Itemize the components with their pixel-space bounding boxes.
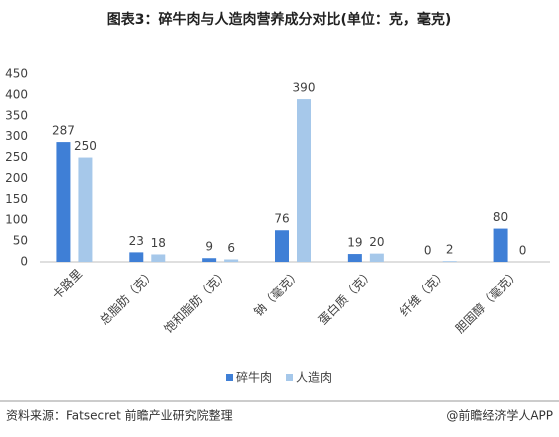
value-label: 2 <box>446 243 454 257</box>
y-tick-label: 350 <box>5 108 28 122</box>
y-tick-label: 0 <box>20 255 28 269</box>
value-label: 20 <box>369 235 384 249</box>
value-label: 18 <box>151 236 166 250</box>
value-label: 0 <box>424 244 432 258</box>
y-tick-label: 50 <box>13 234 28 248</box>
x-tick-label: 总脂肪（克） <box>96 266 158 328</box>
y-tick-label: 250 <box>5 150 28 164</box>
value-label: 390 <box>293 81 316 95</box>
bar <box>202 258 217 262</box>
value-label: 23 <box>129 234 144 248</box>
bar <box>129 252 144 262</box>
legend-swatch <box>226 374 233 381</box>
x-tick-label: 纤维（克） <box>397 267 449 319</box>
value-label: 0 <box>519 244 527 258</box>
bar <box>224 259 239 262</box>
source: 资料来源：Fatsecret 前瞻产业研究院整理 <box>6 408 233 423</box>
value-label: 287 <box>52 124 75 138</box>
credit: @前瞻经济学人APP <box>446 408 553 423</box>
bar <box>347 254 362 262</box>
y-tick-label: 200 <box>5 171 28 185</box>
x-tick-label: 饱和脂肪（克） <box>161 266 231 336</box>
value-label: 9 <box>205 240 213 254</box>
x-tick-label: 钠（毫克） <box>251 266 304 319</box>
bar <box>56 142 71 262</box>
y-tick-label: 450 <box>5 67 28 81</box>
bar <box>297 99 311 262</box>
bar <box>369 253 384 262</box>
bar <box>442 261 457 262</box>
value-label: 80 <box>493 210 508 224</box>
bar <box>78 157 93 262</box>
chart-title: 图表3：碎牛肉与人造肉营养成分对比(单位：克，毫克) <box>107 11 452 28</box>
legend-label: 人造肉 <box>296 371 332 385</box>
x-tick-label: 卡路里 <box>49 266 85 302</box>
legend-swatch <box>286 374 293 381</box>
bar <box>151 254 166 262</box>
value-label: 6 <box>227 241 235 255</box>
y-tick-label: 150 <box>5 192 28 206</box>
bar <box>493 228 508 262</box>
bar <box>275 230 289 262</box>
value-label: 250 <box>74 139 97 153</box>
x-tick-label: 蛋白质（克） <box>315 266 377 328</box>
value-label: 19 <box>347 236 362 250</box>
legend-label: 碎牛肉 <box>236 370 272 385</box>
y-tick-label: 400 <box>5 87 28 101</box>
value-label: 76 <box>274 212 289 226</box>
y-tick-label: 300 <box>5 129 28 143</box>
y-tick-label: 100 <box>5 213 28 227</box>
x-tick-label: 胆固醇（毫克） <box>452 266 522 336</box>
